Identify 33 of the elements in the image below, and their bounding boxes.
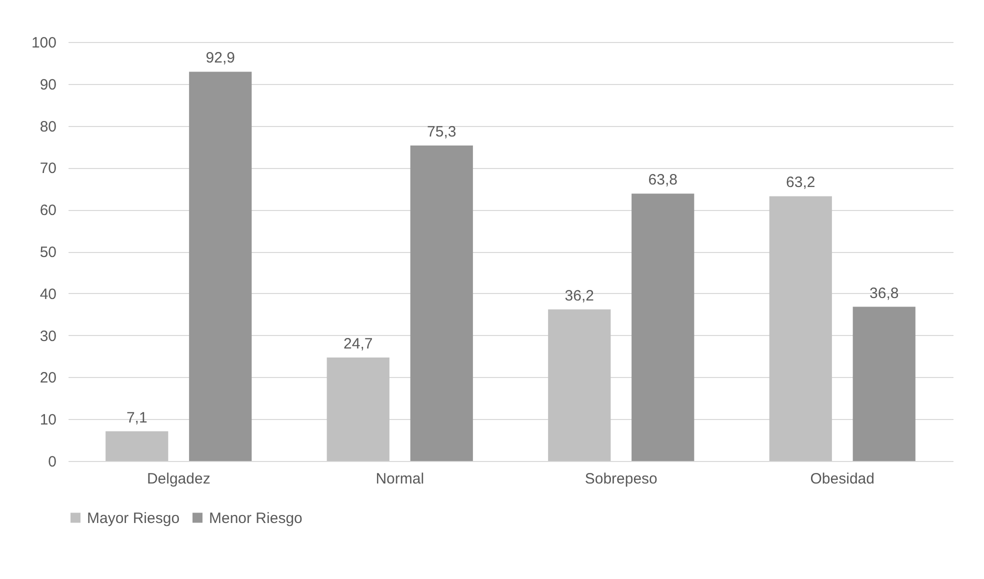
bar	[632, 194, 694, 461]
bar	[548, 309, 611, 461]
bar	[852, 306, 916, 461]
bar	[189, 72, 252, 461]
y-tick-label: 100	[31, 34, 56, 52]
data-label: 75,3	[427, 123, 456, 140]
y-tick-label: 70	[40, 160, 56, 178]
data-label: 36,2	[564, 287, 594, 304]
y-tick-label: 20	[40, 370, 56, 387]
data-label: 24,7	[344, 336, 373, 353]
y-tick-label: 80	[40, 118, 56, 136]
data-label: 36,8	[870, 284, 899, 302]
bar	[106, 431, 168, 461]
y-tick-label: 60	[40, 202, 56, 220]
x-tick-label: Normal	[376, 470, 424, 488]
legend-label: Menor Riesgo	[209, 510, 302, 527]
y-tick-label: 30	[40, 328, 56, 345]
data-label: 92,9	[206, 50, 235, 67]
data-label: 63,2	[786, 174, 816, 192]
y-tick-label: 50	[40, 244, 56, 261]
x-tick-label: Delgadez	[146, 470, 210, 488]
bar	[410, 145, 473, 461]
y-tick-label: 40	[40, 286, 56, 303]
bar	[326, 358, 390, 461]
legend-label: Mayor Riesgo	[87, 510, 180, 527]
x-tick-label: Sobrepeso	[584, 470, 658, 488]
y-tick-label: 90	[40, 76, 56, 94]
data-label: 63,8	[648, 172, 678, 189]
y-tick-label: 0	[48, 454, 56, 470]
data-label: 7,1	[126, 409, 148, 426]
bar	[769, 196, 832, 461]
y-tick-label: 10	[40, 412, 56, 429]
x-tick-label: Obesidad	[810, 470, 874, 488]
